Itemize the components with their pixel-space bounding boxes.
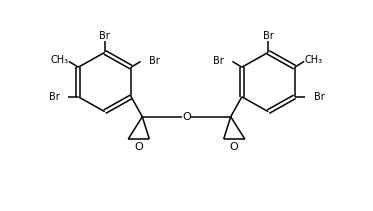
Text: Br: Br <box>99 31 110 42</box>
Text: Br: Br <box>314 92 324 102</box>
Text: O: O <box>182 112 191 122</box>
Text: Br: Br <box>263 31 274 42</box>
Text: O: O <box>134 142 143 152</box>
Text: CH₃: CH₃ <box>304 55 322 65</box>
Text: O: O <box>230 142 239 152</box>
Text: CH₃: CH₃ <box>51 55 69 65</box>
Text: Br: Br <box>149 56 160 66</box>
Text: Br: Br <box>49 92 59 102</box>
Text: Br: Br <box>213 56 224 66</box>
